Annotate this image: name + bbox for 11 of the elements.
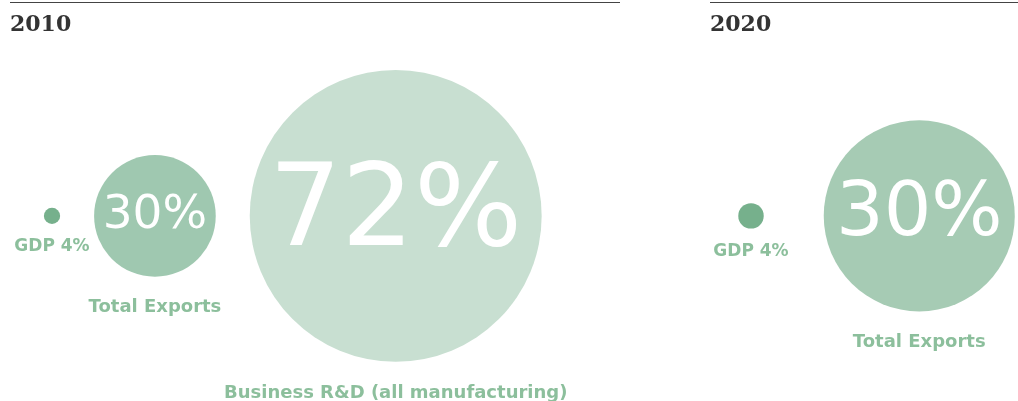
category-label: GDP <box>14 234 55 255</box>
data-label: 30% <box>835 165 1003 254</box>
data-label: 4% <box>60 234 90 255</box>
data-label: 30% <box>102 184 208 240</box>
text: 2020 <box>710 10 772 36</box>
data-label: 4% <box>759 239 789 260</box>
category-label: Business R&D (all manufacturing) <box>223 380 568 401</box>
category-label: GDP <box>713 239 754 260</box>
text: 2010 <box>10 10 72 36</box>
category-label: Total Exports <box>852 330 986 352</box>
category-label: Total Exports <box>88 295 222 317</box>
